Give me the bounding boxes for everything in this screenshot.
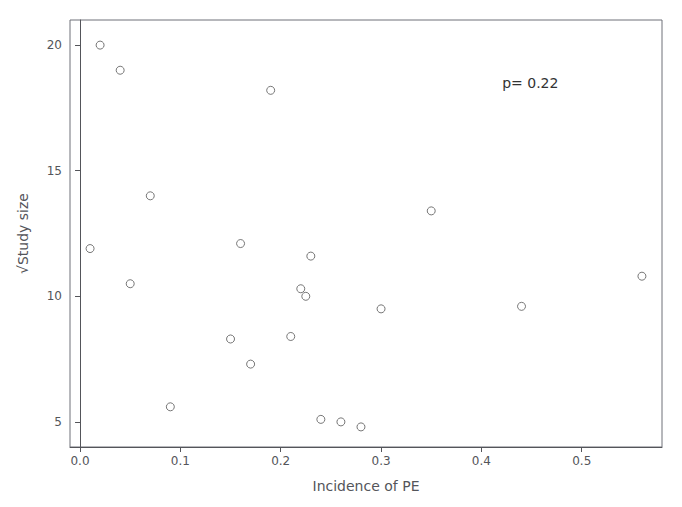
svg-text:10: 10 <box>47 289 62 303</box>
svg-text:Incidence of PE: Incidence of PE <box>313 478 420 494</box>
svg-text:√Study size: √Study size <box>15 193 31 274</box>
svg-text:0.1: 0.1 <box>171 454 190 468</box>
svg-text:0.0: 0.0 <box>70 454 89 468</box>
svg-text:15: 15 <box>47 164 62 178</box>
svg-text:p= 0.22: p= 0.22 <box>502 75 558 91</box>
svg-text:0.2: 0.2 <box>271 454 290 468</box>
svg-text:0.5: 0.5 <box>572 454 591 468</box>
svg-text:0.3: 0.3 <box>372 454 391 468</box>
svg-text:0.4: 0.4 <box>472 454 491 468</box>
svg-text:5: 5 <box>54 415 62 429</box>
svg-text:20: 20 <box>47 38 62 52</box>
